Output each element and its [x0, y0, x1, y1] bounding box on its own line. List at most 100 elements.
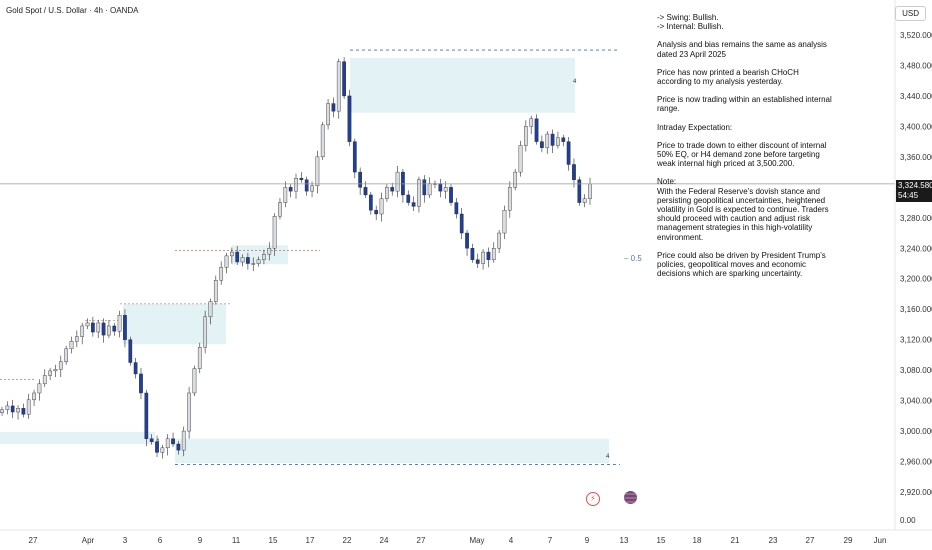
candle-body	[497, 232, 501, 249]
candle	[433, 180, 437, 189]
candle-body	[251, 263, 256, 265]
candle-body	[91, 322, 95, 333]
candle	[294, 173, 298, 199]
current-price-value: 3,324.580	[898, 181, 932, 190]
zone-supply-0	[350, 57, 575, 113]
candle	[181, 426, 186, 457]
candle-body	[491, 248, 496, 260]
candle-body	[390, 187, 395, 192]
candle-body	[336, 61, 341, 112]
y-tick-label: 3,440.000	[900, 92, 932, 101]
y-axis[interactable]: 3,520.000 3,480.000 3,440.000 3,400.000 3,36…	[900, 31, 932, 525]
candle	[160, 444, 165, 459]
x-tick-label: 29	[844, 536, 853, 545]
y-tick-label: 3,120.000	[900, 336, 932, 345]
x-tick-label: 27	[806, 536, 815, 545]
candle-body	[406, 194, 411, 203]
candle	[128, 336, 133, 366]
candle	[358, 167, 363, 195]
candle	[85, 318, 90, 330]
candle	[219, 261, 224, 285]
zone-mark-2: 4	[606, 454, 610, 460]
y-tick-label: 3,040.000	[900, 397, 932, 406]
y-tick-label: 3,400.000	[900, 122, 932, 131]
candle	[588, 177, 592, 205]
lightning-icon[interactable]: ⚡	[586, 492, 600, 506]
candle	[577, 176, 582, 206]
candle-body	[422, 179, 427, 196]
candle	[545, 130, 550, 154]
candle-body	[331, 103, 336, 112]
candle	[224, 252, 229, 274]
candle	[368, 191, 373, 215]
candle-body	[347, 95, 352, 142]
x-tick-label: 27	[29, 536, 38, 545]
candle-body	[224, 255, 229, 268]
candle-body	[379, 198, 384, 215]
x-tick-label: 17	[306, 536, 315, 545]
candle	[144, 389, 149, 447]
candle-body	[470, 248, 475, 260]
candle	[475, 253, 480, 269]
candle	[246, 252, 250, 270]
candle-body	[133, 362, 138, 375]
candle	[240, 254, 245, 267]
candle-body	[443, 187, 448, 192]
candle-body	[411, 202, 416, 207]
candle-body	[144, 392, 149, 439]
candle	[374, 205, 379, 221]
candle-body	[10, 405, 15, 413]
candle-body	[208, 301, 213, 318]
note-fed: Note: With the Federal Reserve's dovish …	[657, 177, 829, 242]
candle-body	[449, 187, 453, 203]
candle-body	[582, 198, 587, 203]
y-tick-label: 3,360.000	[900, 153, 932, 162]
candle	[406, 190, 411, 206]
candle	[139, 367, 143, 400]
candle-body	[5, 405, 10, 410]
candle-body	[203, 316, 207, 348]
x-tick-label: 21	[731, 536, 740, 545]
x-axis[interactable]: 27 Apr 3 6 9 11 15 17 22 24 27 May 4 7 9 13 15 18 21 23 27 29…	[29, 536, 887, 545]
candle-body	[374, 209, 379, 215]
candle-body	[540, 141, 544, 148]
candle-body	[566, 141, 571, 165]
candle	[91, 316, 95, 337]
candle-body	[304, 179, 309, 192]
us-flag-icon[interactable]	[624, 491, 637, 504]
candle-body	[74, 336, 79, 342]
candle	[278, 197, 282, 220]
candle-body	[294, 177, 298, 192]
candle	[481, 249, 485, 270]
candle-body	[320, 124, 325, 158]
candle	[401, 169, 405, 203]
candle	[326, 98, 330, 130]
candle-body	[363, 187, 368, 196]
candle	[529, 115, 534, 135]
candle-body	[69, 340, 74, 350]
candle-body	[53, 369, 58, 372]
zones-layer: 444	[0, 57, 610, 464]
candle	[267, 242, 272, 261]
x-tick-label: 15	[269, 536, 278, 545]
symbol-title[interactable]: Gold Spot / U.S. Dollar · 4h · OANDA	[6, 6, 139, 15]
candle	[5, 401, 10, 415]
candle-body	[545, 133, 550, 148]
candle	[507, 181, 512, 218]
candle-body	[534, 118, 539, 142]
y-tick-label: 3,280.000	[900, 214, 932, 223]
candle-body	[80, 325, 85, 337]
currency-button[interactable]: USD	[895, 6, 926, 21]
y-axis-bottom-label: 0.00	[900, 516, 916, 525]
candle	[540, 135, 544, 153]
x-tick-label: 9	[585, 536, 590, 545]
y-tick-label: 3,160.000	[900, 305, 932, 314]
candle-body	[155, 441, 159, 453]
candle	[390, 182, 395, 196]
candle	[411, 196, 416, 211]
candle-body	[85, 322, 90, 327]
candle	[454, 197, 459, 219]
candle	[32, 389, 36, 406]
candle	[491, 242, 496, 263]
